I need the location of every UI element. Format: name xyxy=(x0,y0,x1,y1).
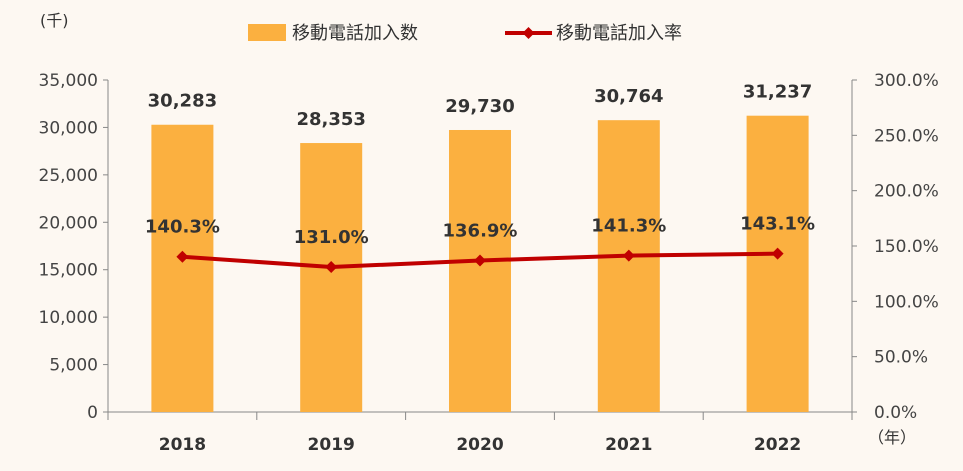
legend-bar-swatch xyxy=(248,24,286,41)
y-right-tick-label: 150.0% xyxy=(874,237,939,257)
y-left-tick-label: 10,000 xyxy=(39,308,98,328)
line-point xyxy=(325,261,338,274)
line-data-label: 143.1% xyxy=(740,214,815,235)
x-tick-label: 2019 xyxy=(308,435,355,455)
bar xyxy=(746,115,809,413)
x-tick-label: 2018 xyxy=(159,435,206,455)
bar-data-label: 31,237 xyxy=(743,82,812,103)
y-right-tick-label: 0.0% xyxy=(874,403,917,423)
x-tick-label: 2020 xyxy=(456,435,503,455)
line-data-label: 141.3% xyxy=(591,216,666,237)
legend-line-label: 移動電話加入率 xyxy=(556,23,682,44)
x-tick-label: 2022 xyxy=(754,435,801,455)
bar-data-label: 28,353 xyxy=(296,109,365,130)
y-left-tick-label: 30,000 xyxy=(39,118,98,138)
bar xyxy=(449,129,511,412)
y-left-tick-label: 5,000 xyxy=(49,356,98,376)
y-right-tick-label: 250.0% xyxy=(874,126,939,146)
bar xyxy=(300,143,363,412)
line-data-label: 131.0% xyxy=(294,227,369,248)
y-left-tick-label: 20,000 xyxy=(39,213,98,233)
y-right-tick-label: 200.0% xyxy=(874,182,939,202)
line-point xyxy=(474,254,486,267)
line-point xyxy=(771,247,784,260)
bar-data-label: 30,283 xyxy=(148,91,217,112)
y-right-tick-label: 300.0% xyxy=(874,71,939,91)
y-right-tick-label: 100.0% xyxy=(874,292,939,312)
left-axis-unit: (千) xyxy=(40,11,69,30)
line-point xyxy=(176,250,189,263)
legend-bar-label: 移動電話加入数 xyxy=(292,23,418,44)
x-axis-unit: （年） xyxy=(868,428,916,447)
y-left-tick-label: 0 xyxy=(87,403,98,423)
bar-data-label: 30,764 xyxy=(594,86,663,107)
y-left-tick-label: 15,000 xyxy=(39,261,98,281)
bar-data-label: 29,730 xyxy=(445,96,514,117)
legend-line-marker xyxy=(522,27,535,39)
x-tick-label: 2021 xyxy=(605,435,652,455)
y-right-tick-label: 50.0% xyxy=(874,348,928,368)
line-data-label: 136.9% xyxy=(443,220,518,241)
y-left-tick-label: 25,000 xyxy=(39,166,98,186)
y-left-tick-label: 35,000 xyxy=(39,71,98,91)
bar xyxy=(597,120,660,412)
line-point xyxy=(622,249,635,262)
line-data-label: 140.3% xyxy=(145,217,220,238)
bar xyxy=(151,124,214,413)
